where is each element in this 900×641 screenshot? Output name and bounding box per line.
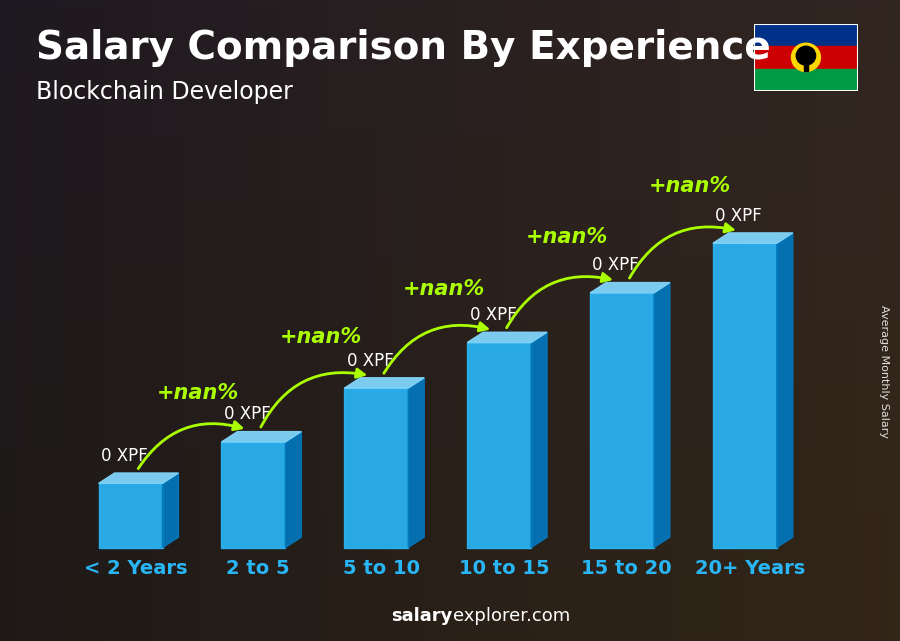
Bar [99,483,163,547]
Bar [345,388,409,547]
Bar [754,69,858,91]
Text: < 2 Years: < 2 Years [84,559,187,578]
Text: +nan%: +nan% [157,383,239,403]
Text: salary: salary [392,607,453,625]
Text: Blockchain Developer: Blockchain Developer [36,80,292,104]
Polygon shape [713,233,793,243]
Bar [590,293,654,547]
Polygon shape [531,332,547,547]
Polygon shape [99,473,178,483]
Polygon shape [221,431,302,442]
Text: +nan%: +nan% [280,327,362,347]
Text: 0 XPF: 0 XPF [592,256,639,274]
Circle shape [796,46,815,65]
Text: explorer.com: explorer.com [453,607,570,625]
Text: 0 XPF: 0 XPF [716,206,762,224]
Text: 2 to 5: 2 to 5 [227,559,290,578]
Bar [754,46,858,69]
Text: 5 to 10: 5 to 10 [343,559,419,578]
Text: +nan%: +nan% [526,228,608,247]
Text: 0 XPF: 0 XPF [470,306,517,324]
Text: 10 to 15: 10 to 15 [459,559,549,578]
Bar [804,47,808,71]
Text: 15 to 20: 15 to 20 [581,559,672,578]
Text: 0 XPF: 0 XPF [346,351,393,369]
Polygon shape [409,378,424,547]
Polygon shape [163,473,178,547]
Bar [221,442,285,547]
Text: Salary Comparison By Experience: Salary Comparison By Experience [36,29,770,67]
Polygon shape [654,283,670,547]
Bar [713,243,777,547]
Polygon shape [285,431,302,547]
Text: 0 XPF: 0 XPF [224,405,271,423]
Bar [799,49,813,53]
Polygon shape [590,283,670,293]
Text: Average Monthly Salary: Average Monthly Salary [878,305,889,438]
Circle shape [791,43,821,72]
Polygon shape [777,233,793,547]
Text: +nan%: +nan% [402,279,485,299]
Bar [467,342,531,547]
Polygon shape [345,378,424,388]
Text: 0 XPF: 0 XPF [101,447,148,465]
Polygon shape [467,332,547,342]
Text: 20+ Years: 20+ Years [695,559,805,578]
Bar [754,24,858,46]
Text: +nan%: +nan% [648,176,731,196]
